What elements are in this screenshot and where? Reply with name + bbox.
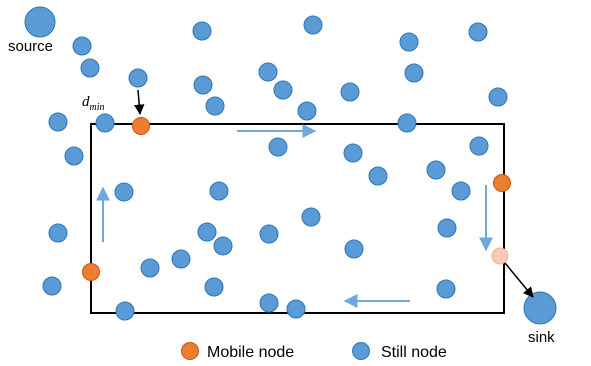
still-node — [192, 21, 212, 41]
source-label: source — [8, 38, 53, 55]
still-node — [297, 101, 317, 121]
legend-still-label: Still node — [381, 344, 447, 361]
legend-mobile-icon — [181, 342, 199, 360]
still-node — [469, 136, 489, 156]
d-min-subscript: min — [90, 102, 105, 113]
still-node — [399, 32, 419, 52]
still-node — [259, 224, 279, 244]
still-node — [268, 137, 288, 157]
still-node — [488, 87, 508, 107]
still-node — [80, 58, 100, 78]
still-node — [42, 276, 62, 296]
still-node — [436, 279, 456, 299]
still-node — [204, 277, 224, 297]
still-node — [64, 146, 84, 166]
legend-still-icon — [352, 342, 370, 360]
still-node — [48, 112, 68, 132]
still-node — [72, 36, 92, 56]
still-nodes — [42, 15, 508, 321]
still-node — [258, 62, 278, 82]
mobile-node-top — [132, 117, 150, 135]
still-node — [193, 75, 213, 95]
still-node — [301, 207, 321, 227]
still-node — [340, 82, 360, 102]
still-node — [259, 293, 279, 313]
still-node — [140, 258, 160, 278]
still-node — [115, 301, 135, 321]
still-node — [95, 113, 115, 133]
still-node — [205, 96, 225, 116]
still-node — [451, 181, 471, 201]
legend-mobile-label: Mobile node — [207, 344, 294, 361]
sink-label: sink — [528, 329, 555, 346]
legend: Mobile node Still node — [181, 342, 447, 361]
still-node — [213, 236, 233, 256]
still-node — [197, 222, 217, 242]
still-node — [404, 63, 424, 83]
mobile-node-right — [493, 174, 511, 192]
still-node — [397, 113, 417, 133]
mobile-node-left — [82, 263, 100, 281]
d-min-arrow — [133, 89, 145, 116]
still-node — [171, 249, 191, 269]
still-node — [344, 239, 364, 259]
still-node — [273, 80, 293, 100]
still-node — [286, 299, 306, 319]
still-node — [426, 160, 446, 180]
mobile-node-faded — [491, 247, 509, 265]
still-node — [368, 166, 388, 186]
to-sink-arrow — [504, 262, 534, 298]
still-node — [468, 22, 488, 42]
still-node — [303, 15, 323, 35]
sink-node — [523, 291, 557, 325]
still-node — [437, 218, 457, 238]
still-node — [343, 143, 363, 163]
still-node — [48, 223, 68, 243]
still-node — [114, 182, 134, 202]
d-min-label: dmin — [82, 94, 105, 113]
still-node — [209, 181, 229, 201]
still-node — [128, 68, 148, 88]
source-node — [24, 6, 56, 38]
